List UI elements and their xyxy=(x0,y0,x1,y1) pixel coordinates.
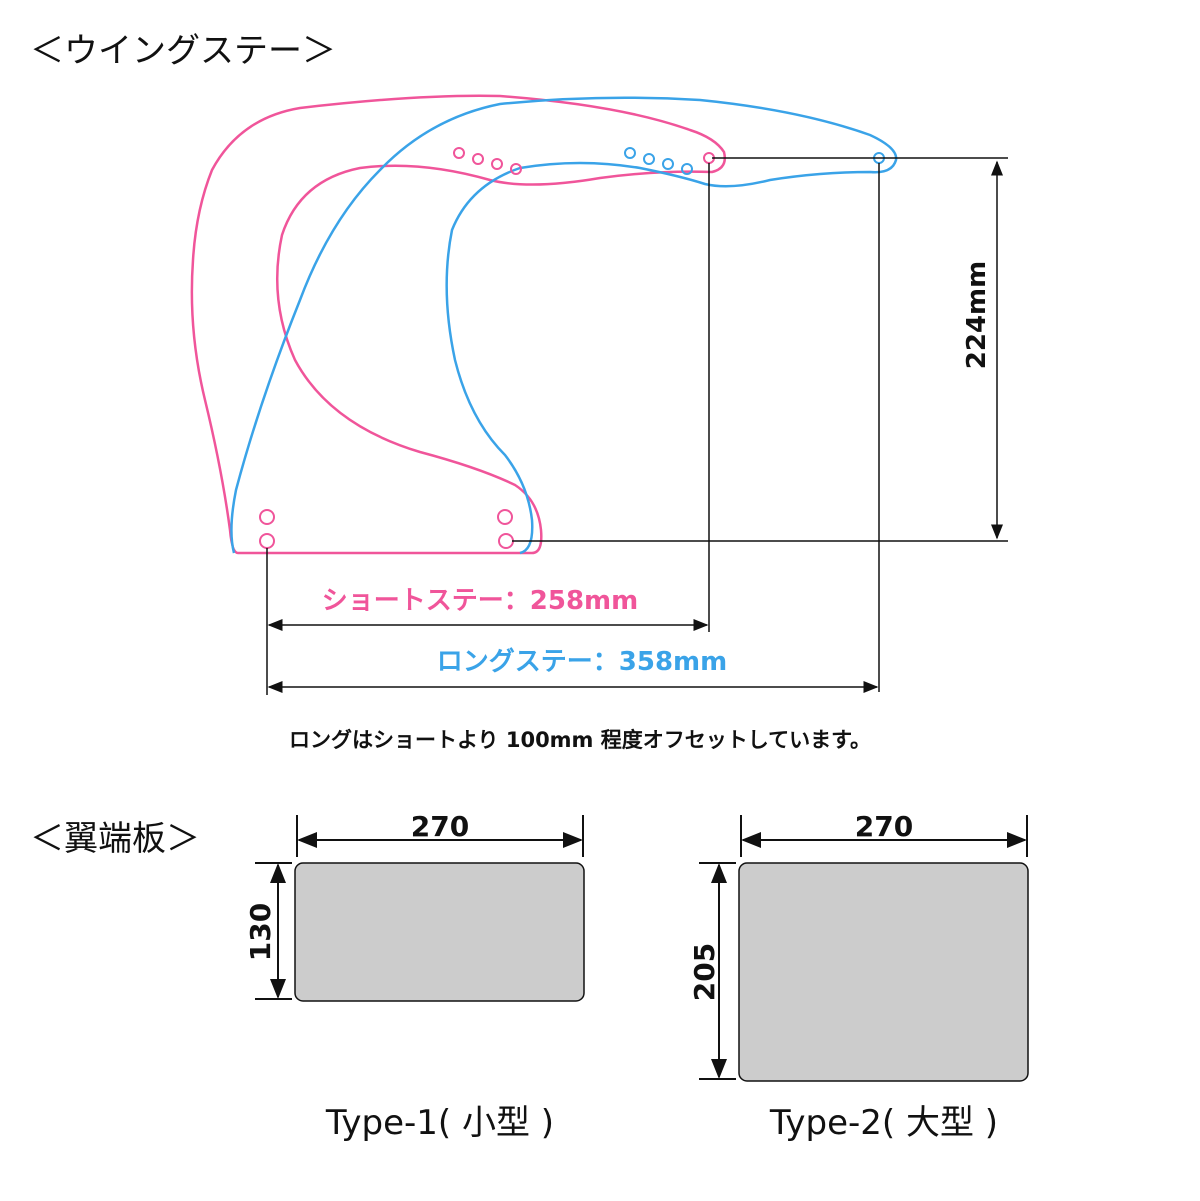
hole xyxy=(497,509,513,525)
height-dimension-label: 224mm xyxy=(962,261,992,369)
hole xyxy=(510,163,522,175)
end-plate-shape xyxy=(738,862,1029,1082)
type-label: Type-1( 小型 ) xyxy=(325,1103,554,1143)
end-plate-heading: ＜翼端板＞ xyxy=(30,819,200,859)
hole xyxy=(681,163,693,175)
end-plate-type-2: 270 205 Type-2( 大型 ) xyxy=(688,810,1029,1143)
type-label: Type-2( 大型 ) xyxy=(769,1103,998,1143)
hole xyxy=(453,147,465,159)
long-stay-label: ロングステー：358mm xyxy=(437,647,727,677)
hole xyxy=(259,509,275,525)
wing-stay-heading: ＜ウイングステー＞ xyxy=(30,31,336,71)
short-stay-outline xyxy=(190,94,726,555)
end-plate-shape xyxy=(294,862,585,1002)
offset-note: ロングはショートより 100mm 程度オフセットしています。 xyxy=(289,728,871,752)
hole xyxy=(491,158,503,170)
height-label: 130 xyxy=(244,903,277,961)
long-stay-outline xyxy=(230,96,898,555)
hole xyxy=(472,153,484,165)
hole xyxy=(498,533,514,549)
hole xyxy=(624,147,636,159)
long-stay-holes xyxy=(624,147,885,175)
height-label: 205 xyxy=(688,943,721,1001)
hole xyxy=(259,533,275,549)
end-plate-type-1: 270 130 Type-1( 小型 ) xyxy=(244,810,585,1143)
width-label: 270 xyxy=(855,810,913,843)
short-stay-holes xyxy=(259,147,715,549)
width-label: 270 xyxy=(411,810,469,843)
dimension-lines xyxy=(266,157,1008,695)
short-stay-label: ショートステー：258mm xyxy=(322,586,638,616)
hole xyxy=(643,153,655,165)
hole xyxy=(662,158,674,170)
